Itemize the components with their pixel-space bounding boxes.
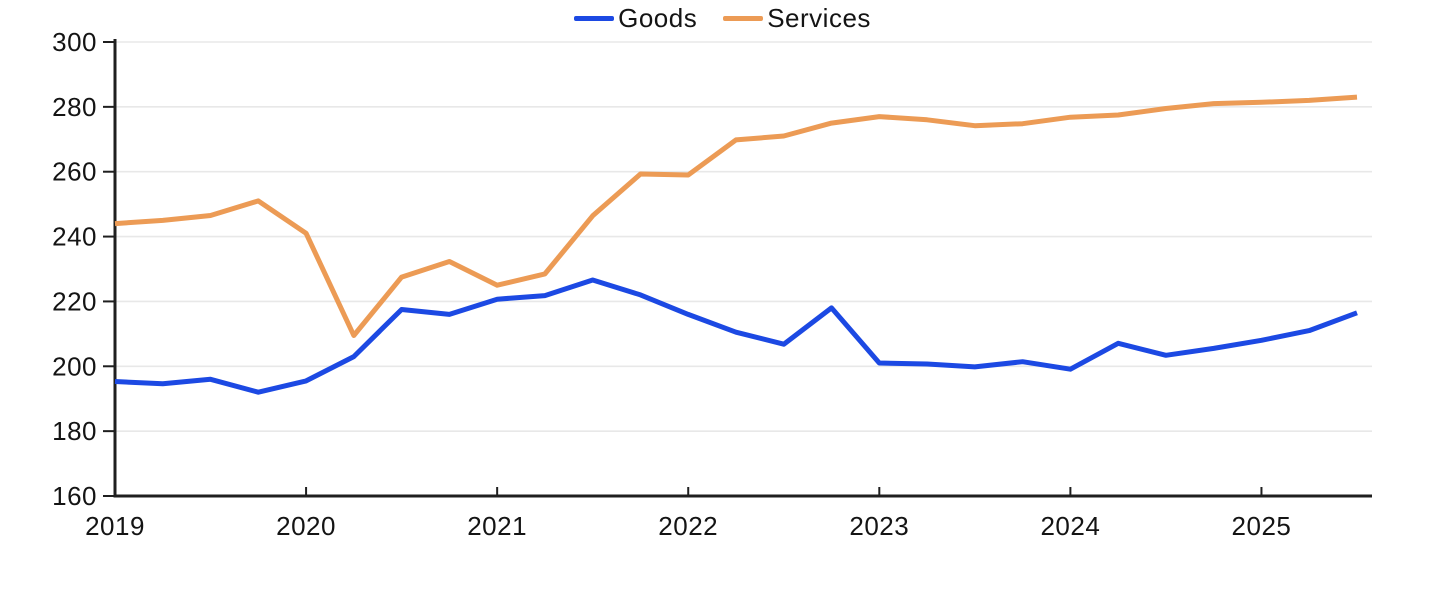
goods-legend-label: Goods	[618, 2, 698, 33]
y-tick-label: 220	[52, 286, 97, 316]
y-tick-label: 180	[52, 416, 97, 446]
y-tick-label: 240	[52, 222, 97, 252]
chart-plot-area: 160 180 200 220 240 260 280 300 2019 2020 2021 2022…	[52, 27, 1372, 541]
y-tick-label: 280	[52, 92, 97, 122]
chart-legend: Goods Services	[0, 0, 1445, 36]
services-series-line	[114, 94, 1358, 338]
y-tick-label: 200	[52, 351, 97, 381]
services-line-swatch	[723, 15, 764, 21]
x-tick-label: 2024	[1040, 511, 1100, 541]
y-tick-label: 160	[52, 481, 97, 511]
x-tick-label: 2022	[658, 511, 718, 541]
x-tick-label: 2020	[276, 511, 336, 541]
services-legend-label: Services	[767, 2, 871, 33]
y-tick-label: 260	[52, 157, 97, 187]
legend-item-goods: Goods	[574, 3, 697, 34]
y-tick-label: 300	[52, 27, 97, 57]
goods-series-line	[114, 277, 1358, 395]
x-tick-label: 2021	[467, 511, 527, 541]
x-tick-label: 2025	[1232, 511, 1292, 541]
goods-line-swatch	[574, 15, 615, 21]
x-tick-label: 2023	[849, 511, 909, 541]
legend-item-services: Services	[723, 3, 871, 34]
x-tick-label: 2019	[85, 511, 145, 541]
